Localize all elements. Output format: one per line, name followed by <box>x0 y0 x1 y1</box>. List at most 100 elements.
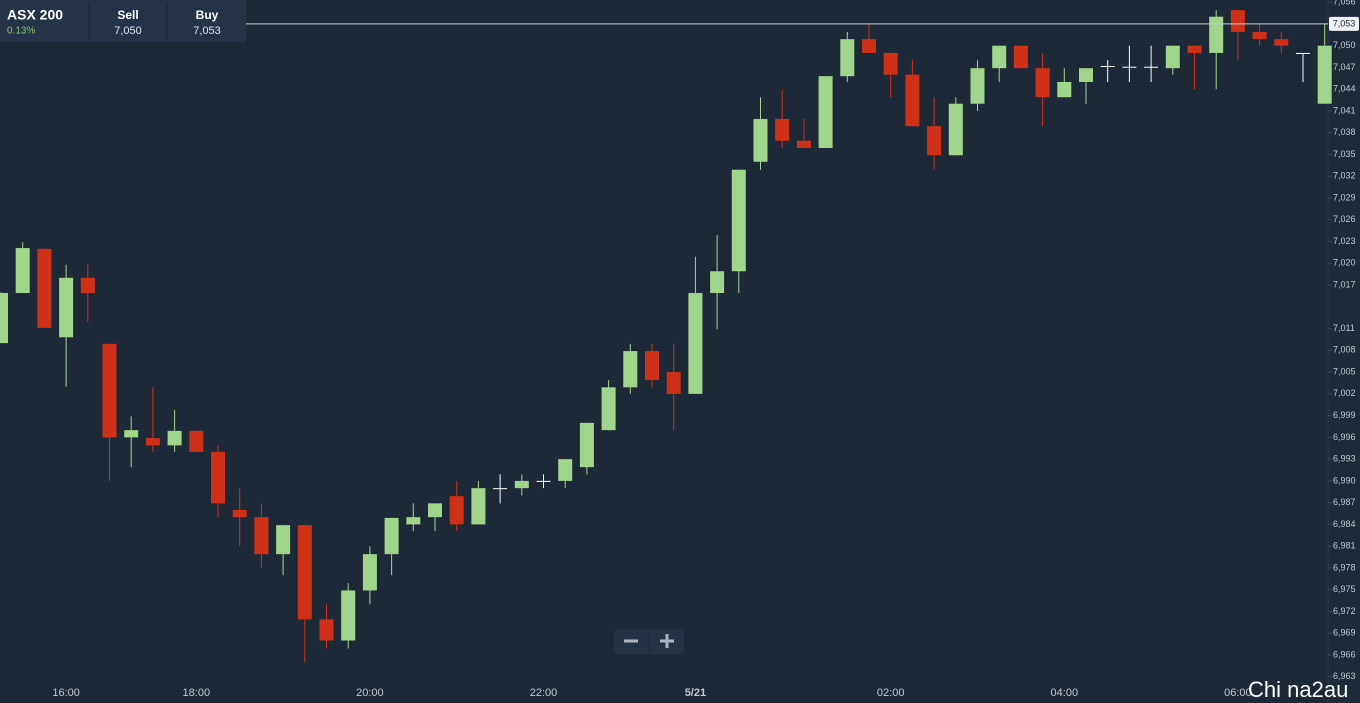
candle-body <box>428 503 442 518</box>
candle-body <box>102 343 117 438</box>
y-tick-label: 7,020 <box>1333 258 1356 268</box>
candle-body <box>0 293 8 344</box>
x-tick-label: 06:00 <box>1224 687 1252 699</box>
candle-body <box>927 126 942 156</box>
y-tick-label: 6,990 <box>1333 475 1356 485</box>
candle-body <box>601 387 616 431</box>
candle-body <box>645 351 659 381</box>
candle-body <box>579 422 594 468</box>
candle-body <box>1057 81 1072 98</box>
candle-body <box>297 525 312 620</box>
x-tick-label: 18:00 <box>183 687 211 699</box>
candle-body <box>514 480 529 489</box>
y-tick-label: 7,044 <box>1333 84 1356 94</box>
header-bg <box>0 0 246 42</box>
x-tick-label: 16:00 <box>52 687 80 699</box>
x-tick-label: 04:00 <box>1051 687 1079 699</box>
y-tick-label: 7,056 <box>1333 0 1356 7</box>
candle-body <box>471 488 486 525</box>
y-tick-label: 6,966 <box>1333 649 1356 659</box>
buy-price[interactable]: 7,053 <box>193 25 221 37</box>
candle-body <box>232 509 247 518</box>
candle-body <box>1144 66 1159 68</box>
sell-label[interactable]: Sell <box>117 8 138 22</box>
candle-body <box>536 480 551 482</box>
change: 0.13% <box>7 26 35 37</box>
current-price-label: 7,053 <box>1333 18 1356 28</box>
candle-body <box>905 74 920 127</box>
candle-body <box>449 496 464 525</box>
buy-label[interactable]: Buy <box>196 8 219 22</box>
candle-body <box>167 430 182 446</box>
candle-body <box>493 488 508 490</box>
y-tick-label: 7,002 <box>1333 388 1356 398</box>
zoom-controls <box>614 629 684 654</box>
candle-body <box>883 52 898 75</box>
candle-body <box>775 118 790 141</box>
y-tick-label: 6,975 <box>1333 584 1356 594</box>
candle-body <box>341 590 356 641</box>
candle-body <box>1079 68 1093 82</box>
sell-price[interactable]: 7,050 <box>114 25 142 37</box>
candle-body <box>731 169 746 272</box>
y-tick-label: 7,011 <box>1333 323 1355 333</box>
candle-body <box>558 459 573 481</box>
y-tick-label: 7,047 <box>1333 62 1356 72</box>
candle-body <box>254 517 269 555</box>
y-tick-label: 7,038 <box>1333 127 1356 137</box>
candle-body <box>666 372 681 394</box>
x-tick-label: 22:00 <box>530 687 558 699</box>
candle-body <box>1187 45 1202 53</box>
candle-body <box>1252 31 1267 40</box>
y-tick-label: 7,032 <box>1333 171 1356 181</box>
candle-body <box>1013 45 1028 69</box>
y-tick-label: 7,026 <box>1333 214 1356 224</box>
y-tick-label: 6,963 <box>1333 671 1356 681</box>
candle-body <box>59 277 74 338</box>
candle-body <box>189 430 204 452</box>
y-tick-label: 6,993 <box>1333 454 1356 464</box>
candle-body <box>1274 39 1289 46</box>
y-tick-label: 7,017 <box>1333 279 1356 289</box>
y-tick-label: 7,041 <box>1333 105 1356 115</box>
candle-body <box>1165 45 1180 69</box>
candle-body <box>1317 45 1332 104</box>
instrument: ASX 200 <box>7 7 63 23</box>
price-axis-panel <box>1328 0 1360 703</box>
current-price-box <box>1329 16 1359 31</box>
x-tick-label: 5/21 <box>685 687 706 699</box>
y-tick-label: 6,996 <box>1333 432 1356 442</box>
x-tick-label: 20:00 <box>356 687 384 699</box>
y-tick-label: 6,984 <box>1333 519 1356 529</box>
y-tick-label: 7,008 <box>1333 345 1356 355</box>
candle-body <box>319 619 334 641</box>
candle-body <box>1122 66 1137 68</box>
candle-body <box>124 430 139 438</box>
zoom-in[interactable] <box>660 634 674 648</box>
y-tick-label: 6,969 <box>1333 628 1356 638</box>
candle-body <box>384 517 399 555</box>
candle-body <box>862 39 876 53</box>
candle-body <box>80 277 95 294</box>
candle-body <box>970 68 985 104</box>
candle-body <box>840 39 855 77</box>
candle-body <box>1209 16 1224 53</box>
y-tick-label: 6,972 <box>1333 606 1356 616</box>
candle-body <box>623 351 638 388</box>
y-tick-label: 6,999 <box>1333 410 1356 420</box>
candle-body <box>15 248 30 294</box>
candle-body <box>276 525 291 555</box>
candle-body <box>362 554 377 591</box>
y-tick-label: 7,005 <box>1333 366 1356 376</box>
header-panel: ASX 200 0.13% Sell 7,050 Buy 7,053 <box>0 0 246 42</box>
candle-body <box>796 140 811 148</box>
y-tick-label: 6,978 <box>1333 562 1356 572</box>
candle-body <box>406 517 421 525</box>
candle-body <box>37 248 52 328</box>
candle-body <box>1100 66 1115 68</box>
candle-body <box>211 451 225 504</box>
y-tick-label: 6,981 <box>1333 541 1356 551</box>
